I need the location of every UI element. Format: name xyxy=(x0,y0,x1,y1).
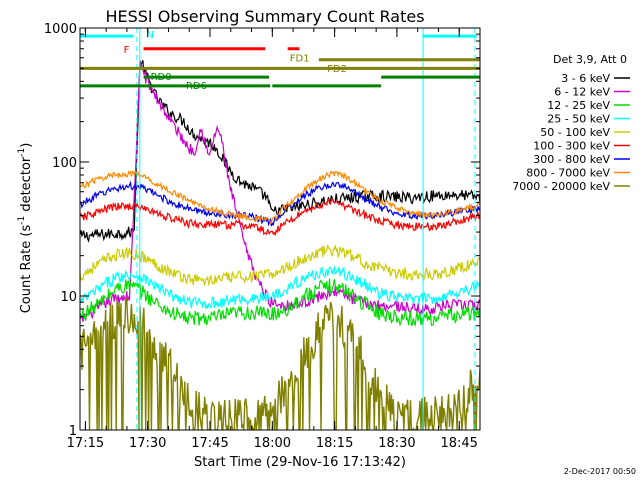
legend-label: 12 - 25 keV xyxy=(547,99,610,112)
axes-frame xyxy=(79,27,481,431)
series-line xyxy=(80,296,480,430)
chart-title: HESSI Observing Summary Count Rates xyxy=(105,7,424,26)
flag-label: RD6 xyxy=(186,81,207,92)
x-axis-label: Start Time (29-Nov-16 17:13:42) xyxy=(194,455,406,470)
y-tick-label: 100 xyxy=(52,156,77,171)
flag-label: FD2 xyxy=(327,64,347,75)
x-tick-label: 18:45 xyxy=(440,436,477,451)
legend-label: 25 - 50 keV xyxy=(547,113,610,126)
x-tick-label: 18:00 xyxy=(254,436,291,451)
series-line xyxy=(80,197,480,237)
x-tick-label: 17:15 xyxy=(67,436,104,451)
series-line xyxy=(80,278,480,328)
x-tick-label: 18:30 xyxy=(378,436,415,451)
y-axis-label-part: Count Rate (s xyxy=(19,225,34,314)
legend-label: 3 - 6 keV xyxy=(561,72,610,85)
flag-label: F xyxy=(124,45,130,56)
x-tick-label: 17:45 xyxy=(191,436,228,451)
plot-area xyxy=(80,28,480,430)
flag-label: N xyxy=(146,30,153,41)
y-axis-label: Count Rate (s-1 detector-1) xyxy=(17,143,34,314)
x-tick-label: 18:15 xyxy=(316,436,353,451)
y-tick-label: 1 xyxy=(69,424,77,439)
date-stamp: 2-Dec-2017 00:50 xyxy=(564,467,636,476)
legend-header: Det 3,9, Att 0 xyxy=(553,53,627,66)
series-line xyxy=(80,169,480,225)
x-tick-label: 17:30 xyxy=(129,436,166,451)
y-tick-label: 1000 xyxy=(44,22,77,37)
y-axis-label-part: -1 xyxy=(17,148,27,157)
y-axis-label-part: -1 xyxy=(17,216,27,225)
flag-label: RD0 xyxy=(151,72,172,83)
y-axis-label-part: detector xyxy=(19,156,34,216)
series-line xyxy=(80,265,480,311)
legend-label: 800 - 7000 keV xyxy=(526,167,610,180)
legend-label: 6 - 12 keV xyxy=(554,86,610,99)
flag-bars: N F FD1 FD2 RD0 RD6 xyxy=(80,30,480,92)
legend-label: 100 - 300 keV xyxy=(533,140,610,153)
flag-label: FD1 xyxy=(290,54,310,65)
y-tick-label: 10 xyxy=(60,290,77,305)
axes: 1 10 100 1000 17:15 17:30 17:45 18:00 18:15 18:30… xyxy=(44,22,481,451)
legend-label: 7000 - 20000 keV xyxy=(512,180,610,193)
series-line xyxy=(80,244,480,288)
legend-label: 50 - 100 keV xyxy=(540,126,610,139)
legend-label: 300 - 800 keV xyxy=(533,153,610,166)
y-axis-label-part: ) xyxy=(19,143,34,148)
